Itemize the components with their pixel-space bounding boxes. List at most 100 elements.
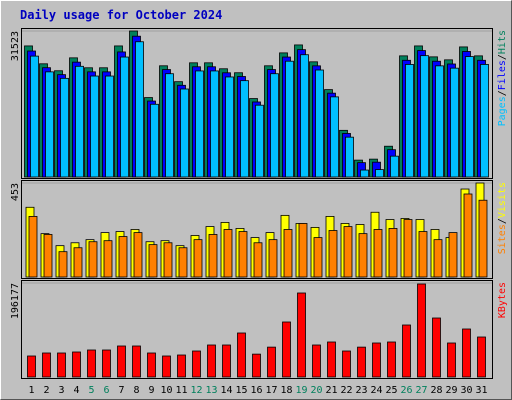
x-tick-label: 8	[133, 385, 139, 396]
bar	[373, 229, 383, 278]
x-tick-label: 29	[445, 385, 457, 396]
bar	[133, 232, 143, 278]
bar	[223, 229, 233, 278]
x-tick-label: 11	[175, 385, 187, 396]
bar	[118, 236, 128, 278]
bar	[192, 350, 201, 378]
x-tick-label: 14	[220, 385, 232, 396]
y-tick-label: 453	[10, 183, 21, 201]
bar	[238, 231, 248, 278]
x-tick-label: 25	[385, 385, 397, 396]
bar	[478, 199, 488, 278]
x-tick-label: 26	[400, 385, 412, 396]
bar	[148, 244, 158, 278]
bar	[327, 341, 336, 378]
x-tick-label: 9	[148, 385, 154, 396]
bar	[375, 169, 384, 178]
bar	[300, 54, 309, 178]
bar	[75, 65, 84, 178]
bar	[297, 292, 306, 378]
bar	[58, 251, 68, 278]
bar	[42, 352, 51, 378]
bar	[147, 352, 156, 378]
bar	[225, 76, 234, 178]
bar	[210, 70, 219, 178]
bar	[208, 234, 218, 278]
legend-separator: /	[497, 90, 508, 96]
bar	[417, 283, 426, 378]
bar	[57, 352, 66, 378]
bar	[267, 346, 276, 378]
x-tick-label: 10	[160, 385, 172, 396]
legend: KBytes	[497, 282, 508, 318]
bar	[282, 321, 291, 378]
bar	[120, 56, 129, 178]
bar	[30, 55, 39, 178]
bar	[387, 341, 396, 378]
bar	[45, 71, 54, 178]
bar	[315, 69, 324, 178]
bar	[342, 350, 351, 378]
bar	[165, 73, 174, 178]
bar	[402, 324, 411, 378]
x-tick-label: 13	[205, 385, 217, 396]
legend: Sites/Visits	[497, 182, 508, 254]
bar	[117, 345, 126, 378]
bar	[312, 344, 321, 378]
legend-separator: /	[497, 218, 508, 224]
bar	[252, 353, 261, 378]
x-tick-label: 15	[235, 385, 247, 396]
bar	[357, 346, 366, 378]
y-tick-label: 196177	[10, 283, 21, 319]
x-tick-label: 22	[340, 385, 352, 396]
legend-entry: Visits	[497, 182, 508, 218]
bar	[73, 247, 83, 278]
bar	[132, 345, 141, 378]
x-tick-label: 7	[118, 385, 124, 396]
x-tick-label: 12	[190, 385, 202, 396]
bar	[270, 73, 279, 178]
bar	[88, 241, 98, 278]
bar	[135, 41, 144, 178]
bar	[390, 155, 399, 178]
bar	[432, 317, 441, 378]
bar	[43, 234, 53, 278]
bar	[87, 349, 96, 378]
bar	[480, 64, 489, 178]
x-tick-label: 1	[28, 385, 34, 396]
bar	[240, 80, 249, 178]
legend-entry: Sites	[497, 224, 508, 254]
bar	[435, 65, 444, 178]
bar	[237, 332, 246, 378]
bar	[328, 230, 338, 278]
bar	[463, 193, 473, 278]
bar	[372, 342, 381, 378]
bar	[283, 229, 293, 278]
x-tick-label: 4	[73, 385, 79, 396]
bar	[298, 223, 308, 278]
bar	[102, 349, 111, 378]
bar	[195, 70, 204, 178]
bar	[343, 226, 353, 278]
x-tick-label: 3	[58, 385, 64, 396]
bar	[388, 228, 398, 278]
bar	[255, 104, 264, 178]
bar	[222, 344, 231, 378]
x-tick-label: 5	[88, 385, 94, 396]
bar	[90, 75, 99, 178]
bar	[150, 103, 159, 178]
bar	[72, 351, 81, 378]
bar	[448, 232, 458, 278]
x-tick-label: 30	[460, 385, 472, 396]
bar	[330, 96, 339, 178]
legend-entry: KBytes	[497, 282, 508, 318]
bar	[360, 169, 369, 178]
bar	[477, 336, 486, 378]
x-tick-label: 6	[103, 385, 109, 396]
bar	[28, 216, 38, 278]
x-tick-label: 23	[355, 385, 367, 396]
bar	[162, 355, 171, 378]
bar	[60, 77, 69, 178]
bar	[358, 233, 368, 278]
bar	[433, 239, 443, 278]
